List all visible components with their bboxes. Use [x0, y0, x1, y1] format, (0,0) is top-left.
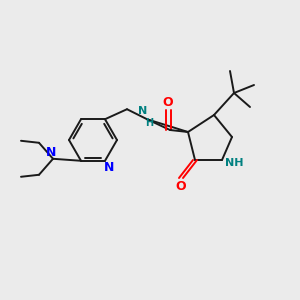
Text: O: O — [163, 95, 173, 109]
Text: NH: NH — [225, 158, 243, 168]
Text: N: N — [104, 161, 114, 174]
Text: N: N — [46, 146, 56, 159]
Text: O: O — [176, 179, 186, 193]
Text: H: H — [145, 118, 153, 128]
Text: N: N — [138, 106, 148, 116]
